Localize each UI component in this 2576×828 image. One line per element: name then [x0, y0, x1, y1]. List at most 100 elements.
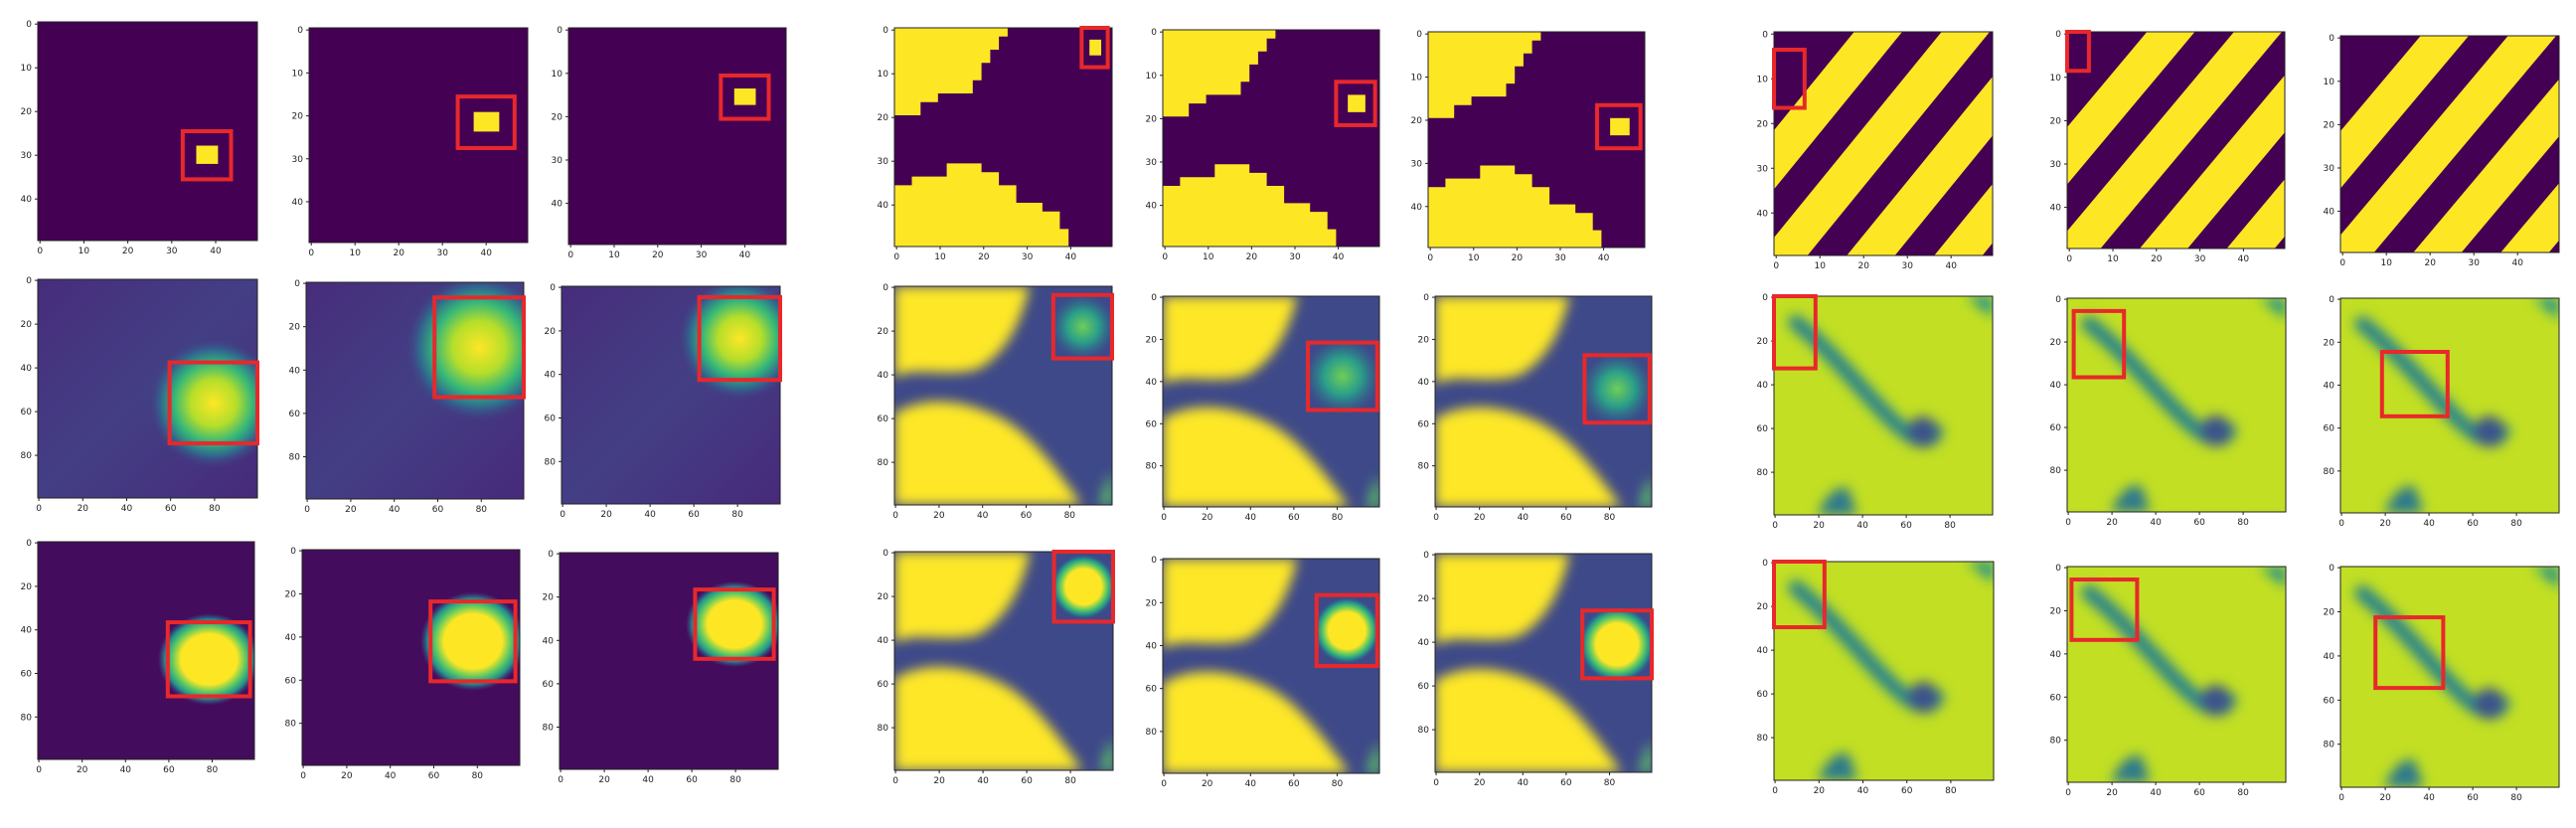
x-tick-label: 20 — [2379, 793, 2391, 803]
y-tick-label: 20 — [1757, 119, 1769, 129]
highlight-box — [1595, 102, 1643, 151]
x-tick-label: 40 — [389, 505, 401, 515]
x-tick-label: 20 — [2379, 519, 2391, 529]
y-tick-label: 20 — [2324, 608, 2335, 618]
axes-frame — [37, 21, 258, 242]
x-tick-label: 80 — [1604, 513, 1616, 523]
axes-frame — [1162, 558, 1380, 774]
highlight-box — [1051, 550, 1116, 624]
x-tick-label: 10 — [608, 250, 620, 260]
heatmap-image — [1428, 32, 1645, 248]
y-tick-label: 40 — [285, 633, 297, 643]
heatmap-image — [2340, 567, 2559, 787]
x-tick-label: 0 — [36, 504, 42, 514]
x-tick-label: 20 — [1813, 521, 1825, 531]
x-tick-label: 0 — [893, 252, 899, 262]
y-tick-label: 10 — [2050, 74, 2062, 83]
y-tick-label: 80 — [2324, 741, 2335, 750]
y-tick-label: 80 — [543, 723, 555, 733]
heatmap-image — [568, 28, 786, 245]
heatmap-valley — [2474, 688, 2504, 720]
heatmap-image — [1774, 562, 1994, 780]
y-tick-label: 60 — [1757, 424, 1769, 434]
y-tick-label: 0 — [1762, 559, 1768, 569]
highlight-box — [697, 294, 783, 383]
y-tick-label: 40 — [1757, 209, 1769, 219]
y-tick-label: 0 — [883, 549, 888, 559]
x-tick-label: 0 — [1433, 513, 1439, 523]
heatmap-panel: 0 10 20 30 40 0 10 20 30 40 — [878, 26, 1113, 262]
axes-frame — [308, 27, 529, 244]
y-tick-label: 40 — [1146, 641, 1158, 651]
x-tick-label: 60 — [1021, 511, 1033, 521]
x-tick-label: 30 — [2194, 254, 2206, 264]
heatmap-field — [894, 552, 1113, 770]
heatmap-valley — [2200, 685, 2231, 716]
y-tick-label: 0 — [2055, 295, 2061, 305]
x-tick-label: 80 — [1945, 786, 1957, 796]
x-tick-label: 0 — [2338, 793, 2344, 803]
x-tick-label: 10 — [1203, 252, 1214, 262]
y-tick-label: 60 — [2324, 424, 2335, 434]
heatmap-image — [2067, 567, 2286, 782]
axes-frame — [1427, 31, 1646, 248]
heatmap-valley — [1966, 296, 1993, 318]
highlight-box — [1772, 48, 1807, 110]
x-tick-label: 60 — [1021, 776, 1033, 786]
highlight-box — [2071, 308, 2127, 380]
y-tick-label: 0 — [2055, 564, 2061, 574]
heatmap-valley — [2384, 759, 2424, 787]
heatmap-valley — [1818, 752, 1857, 780]
y-tick-label: 20 — [292, 112, 304, 122]
heatmap-panel: 0 20 40 60 80 0 20 40 60 80 — [1418, 551, 1655, 788]
x-tick-label: 0 — [1427, 253, 1433, 263]
y-tick-label: 80 — [878, 458, 889, 468]
y-tick-label: 0 — [883, 283, 888, 293]
x-tick-label: 40 — [385, 771, 397, 781]
y-tick-label: 40 — [292, 198, 304, 208]
x-tick-label: 80 — [476, 505, 488, 515]
x-tick-label: 80 — [207, 765, 219, 775]
y-tick-label: 60 — [1146, 685, 1158, 695]
x-tick-label: 20 — [2151, 254, 2163, 264]
y-tick-label: 20 — [552, 112, 564, 122]
heatmap-valley — [1818, 487, 1857, 515]
heatmap-panel: 0 10 20 30 40 0 10 20 30 40 — [1411, 30, 1646, 263]
y-tick-label: 0 — [1416, 30, 1422, 40]
y-tick-label: 80 — [285, 720, 297, 730]
y-tick-label: 80 — [545, 457, 557, 467]
y-tick-label: 20 — [878, 592, 889, 602]
y-tick-label: 30 — [2050, 160, 2062, 170]
x-tick-label: 0 — [304, 505, 310, 515]
x-tick-label: 0 — [1161, 779, 1167, 789]
axes-frame — [893, 285, 1113, 506]
x-tick-label: 0 — [2066, 254, 2072, 264]
axes-frame — [1773, 31, 1994, 256]
heatmap-panel: 0 20 40 60 80 0 20 40 60 80 — [2324, 295, 2560, 529]
y-tick-label: 30 — [2324, 164, 2335, 174]
heatmap-background — [568, 28, 786, 245]
y-tick-label: 80 — [21, 451, 33, 461]
y-tick-label: 60 — [2324, 696, 2335, 706]
heatmap-image — [1163, 296, 1379, 507]
y-tick-label: 60 — [21, 669, 33, 679]
heatmap-image — [1435, 296, 1652, 507]
x-tick-label: 60 — [686, 775, 698, 785]
y-tick-label: 0 — [297, 26, 303, 36]
y-tick-label: 80 — [878, 724, 889, 734]
x-tick-label: 30 — [696, 250, 708, 260]
y-tick-label: 60 — [289, 410, 301, 419]
x-tick-label: 0 — [37, 247, 43, 256]
heatmap-image — [1774, 296, 1993, 515]
y-tick-label: 20 — [285, 589, 297, 599]
y-tick-label: 40 — [2050, 381, 2062, 391]
x-tick-label: 40 — [1245, 513, 1257, 523]
highlight-box — [455, 94, 517, 150]
x-tick-label: 20 — [933, 776, 945, 786]
heatmap-field — [1788, 296, 1993, 515]
heatmap-panel: 0 20 40 60 80 0 20 40 60 80 — [2050, 564, 2287, 798]
y-tick-label: 80 — [2050, 737, 2062, 746]
x-tick-label: 10 — [934, 252, 946, 262]
x-tick-label: 20 — [933, 511, 945, 521]
